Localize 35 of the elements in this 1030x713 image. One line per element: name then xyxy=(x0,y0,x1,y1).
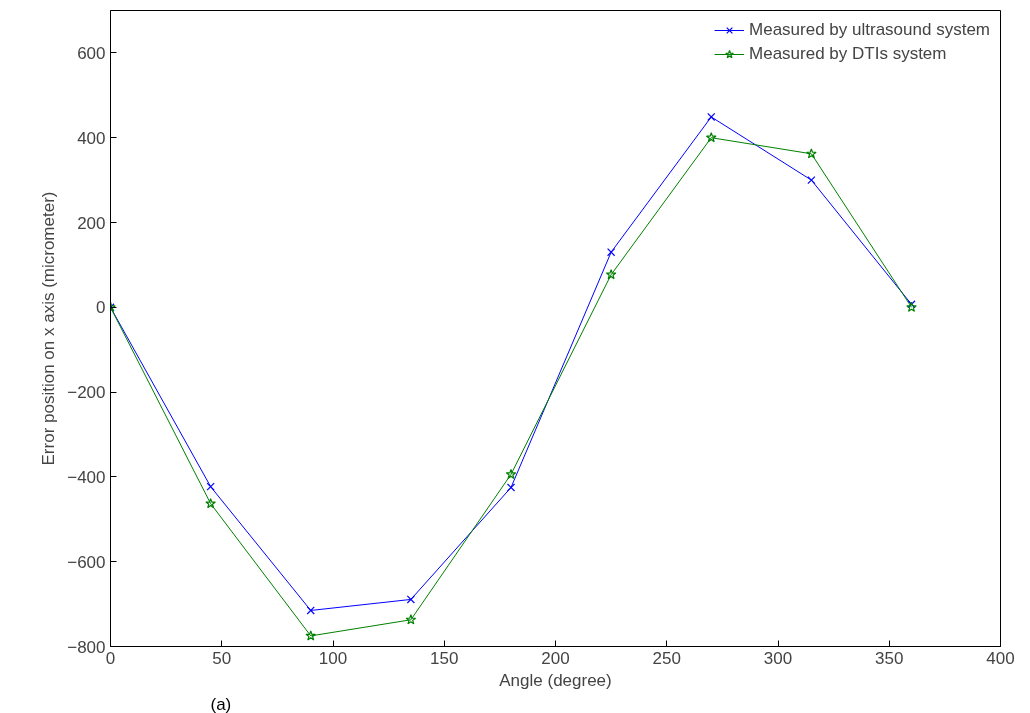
x-tick-label: 400 xyxy=(986,648,1015,668)
x-tick-label: 50 xyxy=(212,648,232,668)
point xyxy=(705,132,717,143)
x-tick-label: 150 xyxy=(430,648,459,668)
point xyxy=(506,483,516,492)
point xyxy=(306,606,315,615)
text: (a) xyxy=(210,694,232,713)
point xyxy=(405,614,417,625)
x-tick-label: 250 xyxy=(652,648,681,668)
y-tick-label: 600 xyxy=(77,43,106,63)
point xyxy=(505,468,517,479)
point xyxy=(606,248,616,257)
x-tick-label: 200 xyxy=(541,648,570,668)
legend-label: Measured by ultrasound system xyxy=(749,20,990,40)
x-axis-title: Angle (degree) xyxy=(499,670,612,690)
point xyxy=(205,498,216,509)
y-tick-label: −800 xyxy=(67,637,106,657)
point xyxy=(605,269,617,280)
y-tick-label: −400 xyxy=(67,467,106,487)
x-tick-label: 300 xyxy=(763,648,793,668)
x-tick-label: 100 xyxy=(318,648,348,668)
y-tick-label: 400 xyxy=(77,128,106,148)
legend-label: Measured by DTIs system xyxy=(749,44,947,64)
y-tick-label: 200 xyxy=(77,213,106,233)
y-tick-label: 0 xyxy=(96,298,106,318)
y-axis-title: Error position on x axis (micrometer) xyxy=(39,191,59,466)
y-tick-label: −200 xyxy=(67,383,106,403)
y-tick-label: −600 xyxy=(67,552,106,572)
point xyxy=(406,595,416,604)
point xyxy=(707,112,716,122)
point xyxy=(807,175,816,185)
x-tick-label: 350 xyxy=(875,648,904,668)
point xyxy=(305,630,317,641)
point xyxy=(206,482,215,491)
point xyxy=(806,148,817,159)
